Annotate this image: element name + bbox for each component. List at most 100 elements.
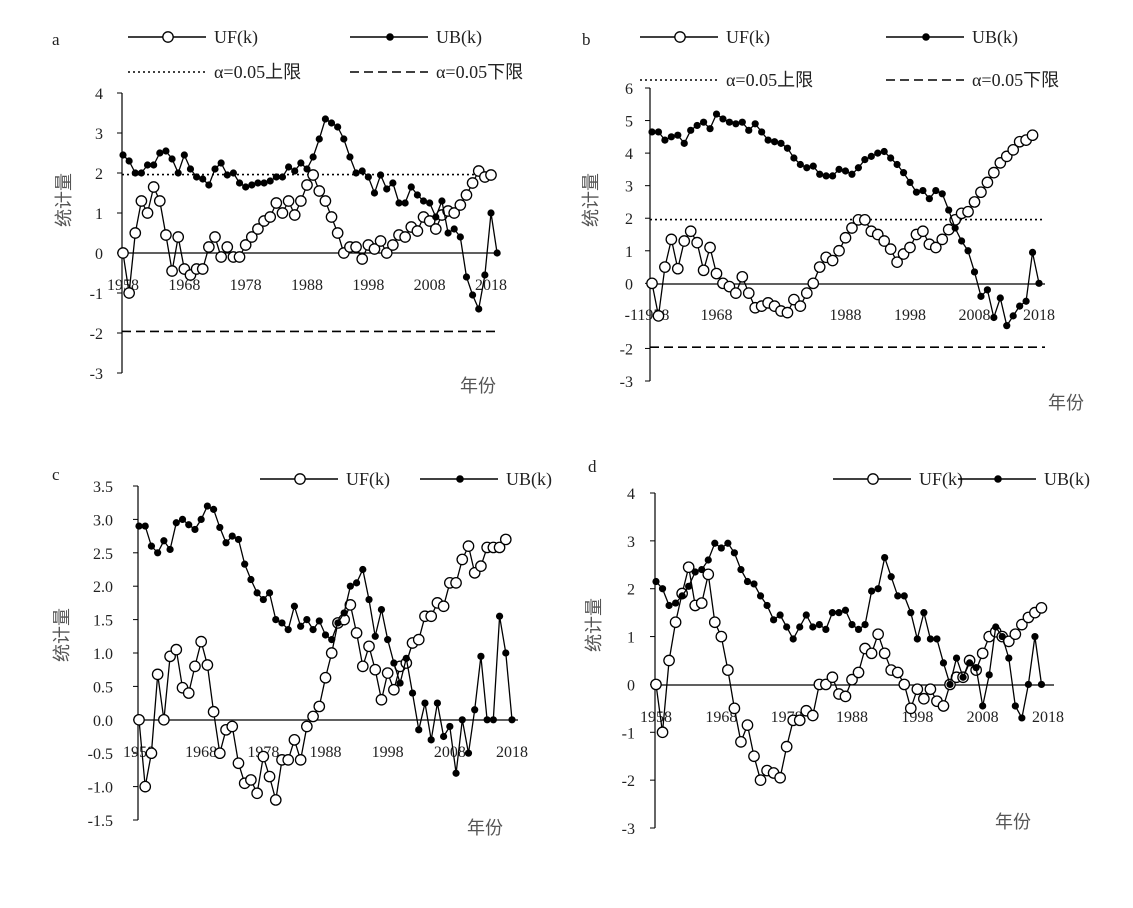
ub-point [693,121,701,130]
uf-point [429,223,442,235]
uf-point [172,231,185,243]
ub-point [712,110,721,118]
ub-point [674,131,682,139]
uf-point [307,169,319,181]
y-tick-label: 1.0 [93,646,113,663]
ub-point [652,577,660,586]
ub-point [743,577,752,586]
x-tick-label: 2018 [496,744,528,761]
uf-point [139,780,152,793]
uf-point [170,643,183,656]
uf-point [884,243,897,255]
uf-point [295,195,307,207]
ub-point [861,621,869,629]
uf-point [722,664,734,676]
ub-point [764,136,772,144]
x-axis-label: 年份 [995,812,1031,832]
ub-point [358,167,366,175]
ub-point [738,118,746,126]
ub-point [415,726,423,734]
uf-point [301,179,313,191]
y-tick-label: 6 [625,81,633,98]
ub-point [939,659,948,667]
ub-point [137,169,145,177]
uf-point [656,726,669,739]
ub-point [125,157,133,165]
ub-point [1016,302,1024,310]
ub-point [377,605,386,614]
x-axis-label: 年份 [467,818,503,838]
uf-point [872,628,884,641]
ub-point [346,153,354,161]
ub-point [1037,680,1046,689]
ub-point [829,172,837,180]
legend-label: α=0.05上限 [726,70,813,90]
uf-point [475,560,487,573]
uf-point [800,287,813,299]
panel-letter: a [52,30,60,49]
ub-point [248,181,256,189]
uf-point [794,300,807,312]
ub-point [919,186,927,195]
uf-point [715,630,728,643]
uf-point [697,264,710,277]
ub-point [495,612,504,620]
ub-point [228,532,236,540]
uf-point [232,757,245,770]
uf-point [313,185,326,197]
uf-point [221,241,234,253]
uf-point [117,247,129,259]
ub-point [419,197,428,205]
y-tick-label: 3 [627,534,635,551]
legend-label: α=0.05下限 [972,70,1059,90]
uf-point [728,702,741,715]
uf-point [852,666,865,679]
ub-point [334,619,342,627]
legend-label: UB(k) [1044,469,1090,490]
ub-point [359,565,367,574]
ub-point [150,161,158,169]
ub-point [427,736,435,744]
y-tick-label: 1 [95,206,103,223]
legend-entry: UF(k) [640,27,770,48]
legend-label: UF(k) [214,27,258,48]
ub-point [672,599,680,607]
ub-point [365,595,373,604]
ub-point [1035,279,1043,287]
uf-point [294,754,307,766]
legend-label: UF(k) [346,469,390,490]
ub-point [464,749,473,757]
ub-point [835,609,843,617]
ub-point [401,199,409,207]
ub-point [450,225,458,233]
ub-point [477,652,485,660]
uf-point [209,231,221,243]
legend-label: UB(k) [506,469,552,490]
ub-point [315,617,323,625]
legend-entry: UF(k) [128,27,258,48]
uf-point [374,235,387,247]
ub-point [370,189,379,197]
uf-point [129,227,142,239]
uf-point [499,533,512,546]
ub-point [185,521,193,529]
uf-point [1026,129,1039,142]
ub-point [841,606,850,614]
y-tick-label: -1 [622,725,635,742]
ub-point [790,154,798,162]
y-axis-label: 统计量 [54,173,74,227]
ub-point [654,128,663,136]
x-tick-label: 2008 [967,709,999,726]
uf-point [356,253,369,265]
x-tick-label: 1998 [894,307,926,324]
ub-point [315,135,323,143]
uf-point [962,205,974,218]
ub-point [162,147,170,155]
ub-point [303,616,311,624]
x-tick-label: 1988 [836,709,868,726]
ub-point [483,716,491,724]
x-tick-label: 1988 [291,277,323,294]
legend-label: UF(k) [919,469,963,490]
ub-point [933,635,941,643]
